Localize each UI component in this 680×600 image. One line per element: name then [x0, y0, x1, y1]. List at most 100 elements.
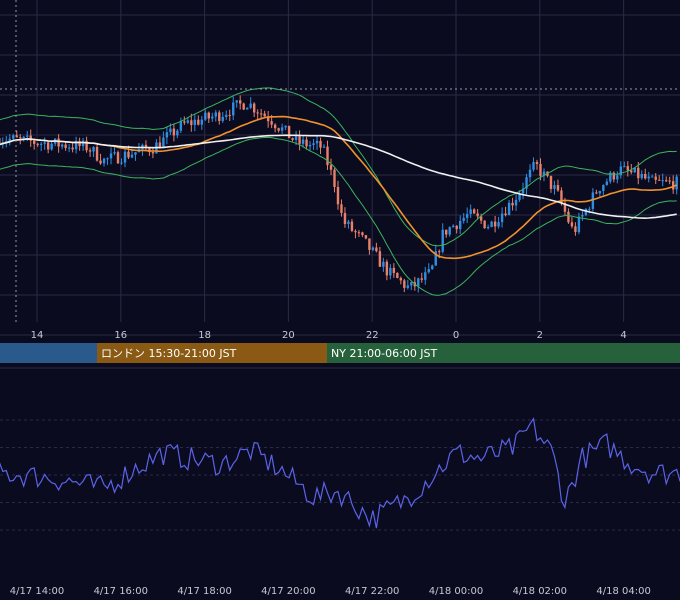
candle-body	[99, 160, 102, 164]
candle-body	[207, 112, 210, 119]
candle	[500, 207, 504, 228]
candle	[609, 170, 612, 184]
candle-body	[392, 267, 396, 273]
candle	[50, 140, 53, 151]
candle-body	[354, 230, 357, 233]
candle	[647, 171, 650, 183]
candle-body	[130, 154, 134, 158]
candle	[532, 157, 535, 172]
candle-body	[256, 112, 259, 114]
candle-body	[116, 152, 120, 164]
candle	[570, 217, 574, 229]
candle-body	[301, 139, 305, 144]
candle	[266, 110, 270, 128]
candle-body	[211, 116, 214, 119]
candle	[263, 110, 266, 117]
candle-body	[308, 144, 312, 147]
candle	[658, 175, 661, 181]
candle-body	[284, 125, 287, 128]
candle-body	[102, 158, 106, 164]
candle-body	[469, 209, 472, 214]
candle	[43, 137, 46, 150]
candle-body	[371, 247, 375, 250]
candle	[92, 146, 95, 158]
candle	[336, 180, 340, 210]
candle	[85, 136, 88, 153]
candle	[294, 130, 298, 146]
candle-body	[193, 119, 197, 125]
candle-body	[483, 220, 486, 229]
candle	[183, 116, 186, 125]
candle	[326, 140, 329, 170]
candle-body	[123, 151, 127, 163]
candle-body	[270, 121, 273, 125]
candle	[434, 244, 437, 266]
candle	[455, 225, 458, 234]
hour-tick-label: 2	[537, 330, 543, 341]
candle-body	[479, 216, 483, 221]
date-tick-label: 4/17 14:00	[10, 586, 64, 597]
candle-body	[403, 280, 406, 288]
candle	[39, 141, 43, 152]
candle-body	[221, 116, 224, 121]
candle-body	[8, 138, 11, 142]
candle	[399, 276, 403, 285]
candle-body	[26, 135, 29, 137]
candle-body	[46, 142, 50, 150]
candle-body	[633, 167, 636, 173]
candle-body	[92, 146, 95, 152]
date-tick-label: 4/18 00:00	[429, 586, 483, 597]
candle-body	[245, 107, 249, 110]
candle	[123, 148, 127, 168]
candle	[504, 206, 507, 217]
candle-body	[50, 143, 53, 150]
oscillator-line	[0, 417, 680, 529]
candle-body	[134, 152, 137, 155]
candle-body	[535, 162, 539, 164]
candle-body	[497, 222, 500, 227]
candle	[179, 117, 183, 134]
candle	[120, 158, 123, 165]
candle	[256, 109, 259, 121]
candle-body	[417, 278, 420, 287]
candle-body	[567, 211, 570, 223]
session-label: NY 21:00-06:00 JST	[331, 347, 438, 360]
candle-body	[671, 181, 675, 190]
candle	[340, 199, 343, 217]
candle-body	[165, 132, 169, 138]
candle-body	[570, 222, 574, 227]
candle-body	[88, 150, 92, 152]
candle	[308, 141, 312, 152]
candle	[8, 134, 11, 146]
candle-body	[577, 216, 581, 233]
candle-body	[95, 146, 99, 161]
candle-body	[333, 169, 336, 187]
candle-body	[472, 209, 476, 214]
candle-body	[273, 124, 277, 129]
candle-body	[225, 114, 228, 117]
candle-body	[336, 186, 340, 205]
candle	[490, 220, 493, 228]
candle	[368, 238, 371, 255]
candle	[343, 207, 347, 228]
candle-body	[431, 265, 434, 270]
candle-body	[427, 269, 430, 273]
candle-body	[563, 202, 567, 212]
candle-body	[410, 282, 413, 286]
candle-body	[151, 152, 155, 154]
candle-body	[179, 121, 183, 131]
hour-tick-label: 22	[366, 330, 379, 341]
candle-body	[183, 121, 186, 123]
candle-body	[528, 169, 532, 178]
price-grid	[0, 0, 680, 336]
candle-body	[434, 251, 437, 266]
candle	[567, 208, 570, 224]
candle-body	[647, 176, 650, 179]
candle	[81, 138, 85, 151]
indicator-lines	[0, 87, 678, 296]
candle-body	[329, 165, 333, 170]
candle	[350, 218, 354, 233]
candle	[361, 231, 364, 238]
candle	[71, 141, 74, 153]
